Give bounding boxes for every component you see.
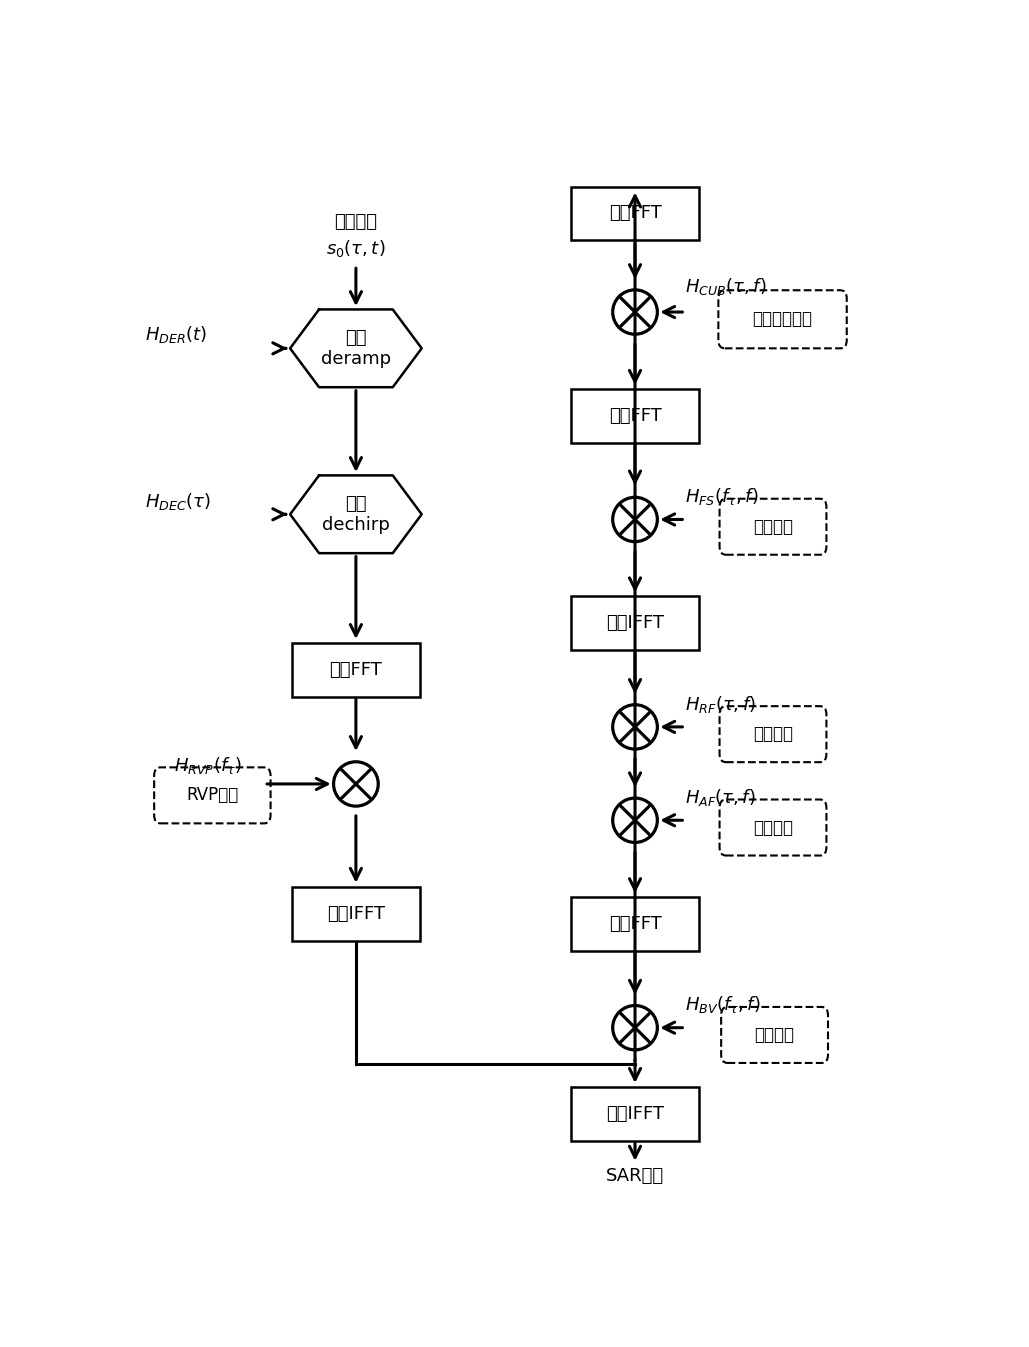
Text: $H_{FS}(f_\tau,f)$: $H_{FS}(f_\tau,f)$ [685, 486, 759, 508]
FancyBboxPatch shape [571, 186, 699, 241]
Text: 距离IFFT: 距离IFFT [327, 905, 385, 923]
FancyBboxPatch shape [719, 498, 826, 555]
Text: 距离补偿: 距离补偿 [753, 725, 793, 744]
Text: 原始回波: 原始回波 [334, 213, 378, 230]
Text: $s_0(\tau,t)$: $s_0(\tau,t)$ [326, 238, 386, 259]
Polygon shape [290, 310, 422, 387]
FancyBboxPatch shape [571, 597, 699, 651]
Text: RVP校正: RVP校正 [186, 787, 239, 804]
Text: $H_{AF}(\tau,f)$: $H_{AF}(\tau,f)$ [685, 787, 756, 808]
FancyBboxPatch shape [719, 706, 826, 762]
Text: $H_{RF}(\tau,f)$: $H_{RF}(\tau,f)$ [685, 694, 756, 715]
Text: 距离
dechirp: 距离 dechirp [322, 494, 390, 533]
Text: $H_{DEC}(\tau)$: $H_{DEC}(\tau)$ [144, 492, 210, 512]
FancyBboxPatch shape [571, 389, 699, 443]
FancyBboxPatch shape [719, 800, 826, 855]
Text: SAR图像: SAR图像 [606, 1167, 664, 1185]
Text: 距离FFT: 距离FFT [329, 661, 383, 679]
Text: 方位补偿: 方位补偿 [753, 819, 793, 836]
Text: 三次相位补偿: 三次相位补偿 [752, 310, 813, 329]
Text: 一致补偿: 一致补偿 [754, 1026, 794, 1044]
Text: $H_{CUB}(\tau,f)$: $H_{CUB}(\tau,f)$ [685, 276, 767, 296]
Text: 距离IFFT: 距离IFFT [606, 614, 664, 632]
Text: $H_{BV}(f_\tau,f)$: $H_{BV}(f_\tau,f)$ [685, 994, 761, 1016]
FancyBboxPatch shape [721, 1008, 828, 1063]
Text: 距离FFT: 距离FFT [608, 407, 662, 424]
Text: $H_{DER}(t)$: $H_{DER}(t)$ [144, 325, 207, 345]
Text: 方位IFFT: 方位IFFT [606, 1105, 664, 1123]
Polygon shape [290, 475, 422, 554]
FancyBboxPatch shape [571, 1087, 699, 1141]
FancyBboxPatch shape [154, 768, 271, 823]
Text: 方位FFT: 方位FFT [608, 205, 662, 222]
Text: 方位
deramp: 方位 deramp [321, 329, 391, 368]
Text: 频率变标: 频率变标 [753, 517, 793, 536]
FancyBboxPatch shape [292, 886, 420, 940]
FancyBboxPatch shape [571, 897, 699, 951]
Text: $H_{RVP}(f_\tau)$: $H_{RVP}(f_\tau)$ [174, 754, 242, 776]
FancyBboxPatch shape [718, 290, 847, 349]
Text: 距离FFT: 距离FFT [608, 915, 662, 933]
FancyBboxPatch shape [292, 643, 420, 696]
